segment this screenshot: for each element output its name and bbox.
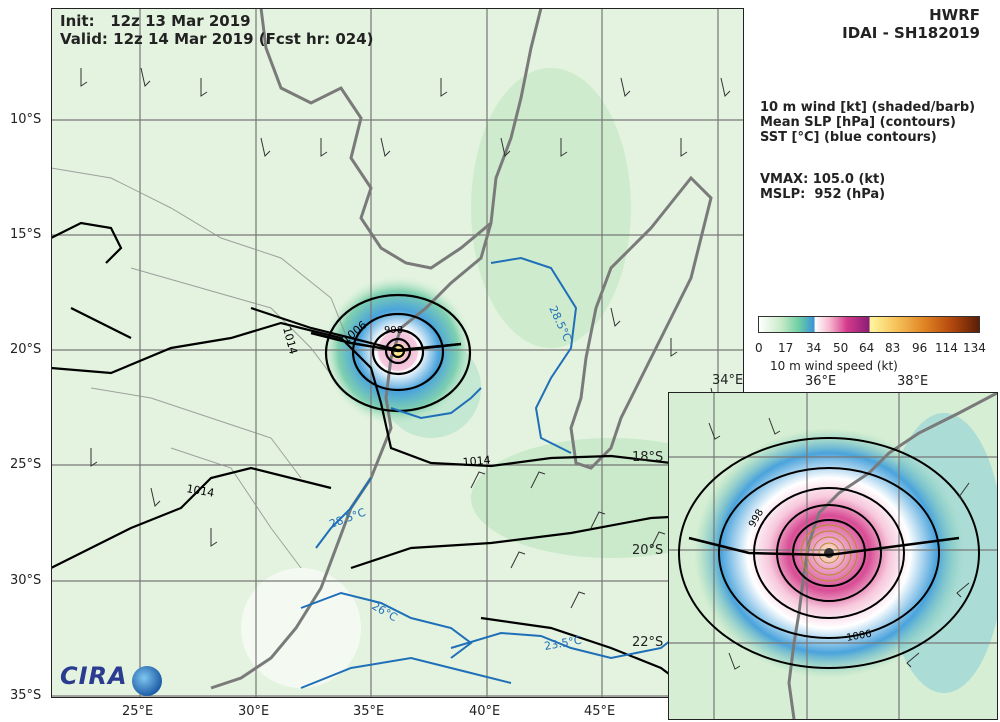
init-value: 12z 13 Mar 2019 [110, 12, 251, 30]
colorbar-title: 10 m wind speed (kt) [770, 359, 898, 373]
lat-tick-30s: 30°S [10, 573, 42, 588]
field-legend: 10 m wind [kt] (shaded/barb) Mean SLP [hP… [760, 100, 975, 145]
inset-map-svg: 998 1006 [669, 393, 997, 719]
inset-lon-tick-38e: 38°E [897, 374, 929, 389]
lat-tick-25s: 25°S [10, 457, 42, 472]
inset-coast [787, 393, 997, 719]
inset-storm-track [688, 536, 960, 557]
slp-label-1014-b: 1014 [462, 454, 491, 469]
cbar-tick-64: 64 [859, 341, 875, 355]
main-map-svg: 1006 1014 1014 1014 998 28.5°C 28.5°C 26… [51, 8, 744, 698]
cbar-tick-34: 34 [806, 341, 822, 355]
init-label: Init: [60, 12, 95, 30]
lon-tick-30e: 30°E [238, 704, 270, 719]
inset-lon-tick-36e: 36°E [805, 374, 837, 389]
slp-label-1014-c: 1014 [185, 482, 215, 500]
cbar-tick-50: 50 [833, 341, 849, 355]
lat-tick-10s: 10°S [10, 112, 42, 127]
valid-value: 12z 14 Mar 2019 (Fcst hr: 024) [113, 30, 374, 48]
lon-tick-45e: 45°E [584, 704, 616, 719]
init-valid-block: Init: 12z 13 Mar 2019 Valid: 12z 14 Mar … [60, 12, 374, 48]
storm-track [310, 331, 462, 353]
legend-slp: Mean SLP [hPa] (contours) [760, 115, 956, 130]
slp-label-998: 998 [384, 325, 403, 336]
africa-coast-east [259, 8, 543, 270]
lat-lon-grid [51, 8, 744, 698]
storm-name: IDAI - SH182019 [842, 24, 980, 42]
cbar-tick-17: 17 [778, 341, 794, 355]
lon-tick-25e: 25°E [122, 704, 154, 719]
sst-contours [300, 256, 712, 689]
inset-label-1006: 1006 [846, 629, 873, 644]
cira-globe-icon [132, 666, 162, 696]
lat-tick-20s: 20°S [10, 342, 42, 357]
sst-label-23-5: 23.5°C [543, 634, 583, 653]
valid-label: Valid: [60, 30, 108, 48]
cbar-tick-96: 96 [912, 341, 928, 355]
storm-stats: VMAX: 105.0 (kt) MSLP: 952 (hPa) [760, 172, 885, 202]
vmax-value: VMAX: 105.0 (kt) [760, 172, 886, 187]
mozambique-coast [210, 222, 493, 690]
inset-corner-lon-34e: 34°E [712, 373, 744, 388]
wind-colorbar [758, 316, 980, 333]
inset-lat-tick-20s: 20°S [632, 543, 664, 558]
mslp-value: MSLP: 952 (hPa) [760, 187, 886, 202]
madagascar [569, 175, 713, 470]
cira-logo: CIRA [60, 662, 128, 690]
lat-tick-15s: 15°S [10, 227, 42, 242]
inset-map: 998 1006 [668, 392, 998, 720]
legend-sst: SST [°C] (blue contours) [760, 130, 937, 145]
main-map: 1006 1014 1014 1014 998 28.5°C 28.5°C 26… [51, 8, 744, 698]
inset-lat-tick-18s: 18°S [632, 450, 664, 465]
legend-wind: 10 m wind [kt] (shaded/barb) [760, 100, 976, 115]
cbar-tick-83: 83 [885, 341, 901, 355]
inset-lat-tick-22s: 22°S [632, 635, 664, 650]
cbar-tick-0: 0 [755, 341, 763, 355]
lon-tick-40e: 40°E [469, 704, 501, 719]
cbar-tick-114: 114 [935, 341, 958, 355]
lat-tick-35s: 35°S [10, 688, 42, 703]
lon-tick-35e: 35°E [353, 704, 385, 719]
cbar-tick-134: 134 [963, 341, 986, 355]
model-name: HWRF [929, 6, 980, 24]
